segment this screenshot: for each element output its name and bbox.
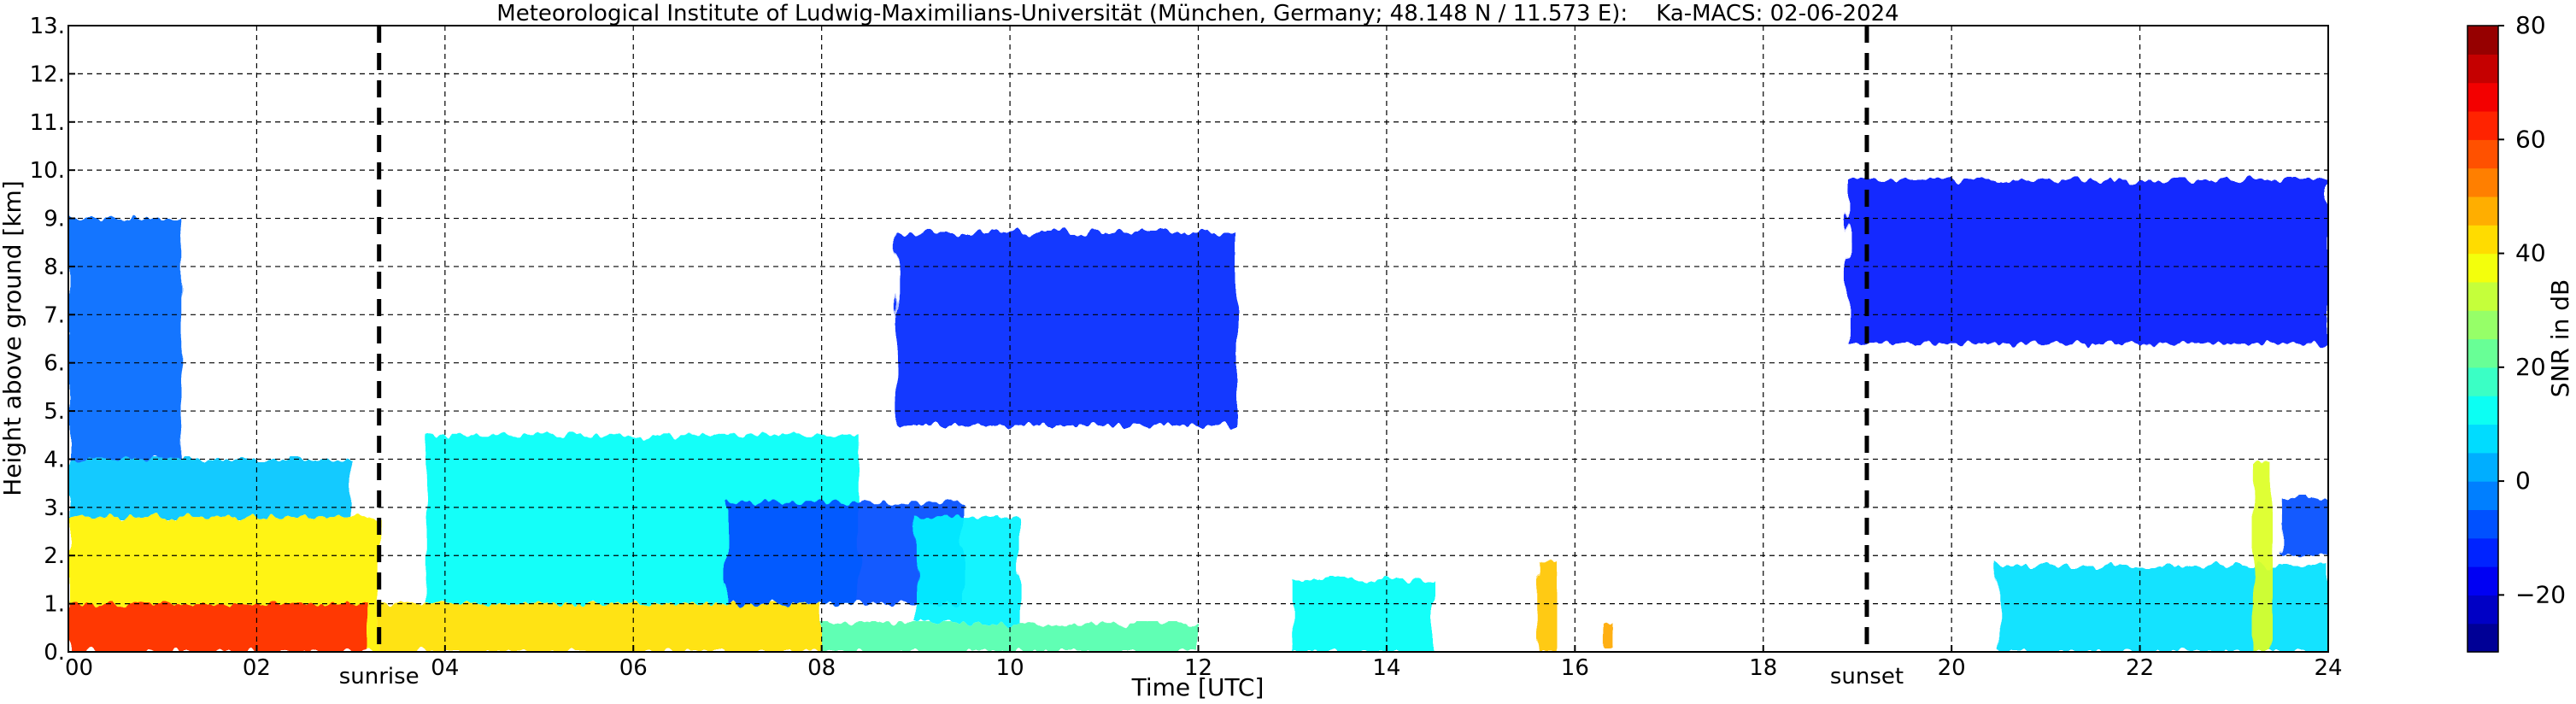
y-tick-label: 4. [44, 447, 65, 472]
echo-region-cirrus-midday [896, 232, 1236, 425]
echo-region-precip-shaft-1 [1537, 560, 1557, 652]
x-tick-label: 18 [1749, 655, 1777, 681]
x-tick-label: 12 [1184, 655, 1212, 681]
echo-region-precip-shaft-2 [2252, 464, 2272, 652]
colorbar-segment [2467, 82, 2498, 112]
colorbar-segment [2467, 452, 2498, 482]
colorbar-segment [2467, 481, 2498, 511]
y-tick-label: 6. [44, 351, 65, 377]
y-tick-label: 7. [44, 302, 65, 328]
colorbar-segment [2467, 509, 2498, 539]
x-tick-label: 08 [807, 655, 836, 681]
colorbar-segment [2467, 54, 2498, 84]
echo-region-boundary-layer-day [378, 603, 822, 652]
y-tick-label: 13. [30, 14, 65, 39]
y-axis-label: Height above ground [km] [0, 180, 26, 496]
echo-region-evening-low-echoes [1998, 565, 2328, 652]
echo-region-mid-cloud-late-morning [915, 517, 1020, 624]
x-tick-label: 16 [1561, 655, 1589, 681]
echo-region-cirrus-column-early [68, 218, 182, 460]
colorbar-segment [2467, 225, 2498, 255]
y-tick-label: 5. [44, 399, 65, 425]
grid-lines [68, 26, 2328, 652]
colorbar-segment [2467, 196, 2498, 226]
y-tick-label: 8. [44, 255, 65, 280]
y-tick-label: 10. [30, 158, 65, 184]
y-tick-label: 9. [44, 207, 65, 232]
echo-region-boundary-layer-core [68, 603, 370, 652]
colorbar-segment [2467, 396, 2498, 425]
y-tick-label: 12. [30, 62, 65, 87]
echo-region-cirrus-evening [1847, 179, 2328, 344]
x-tick-label: 14 [1372, 655, 1400, 681]
chart-title: Meteorological Institute of Ludwig-Maxim… [496, 1, 1898, 26]
echo-region-shallow-echo [1292, 579, 1435, 652]
colorbar-segment [2467, 367, 2498, 396]
echo-region-low-cloud-morning [68, 459, 351, 518]
x-axis-ticks: 00 02 04 06 08 10 12 14 16 18 20 22 24 [65, 645, 2343, 681]
x-tick-label: 20 [1938, 655, 1966, 681]
colorbar-segment [2467, 566, 2498, 595]
x-tick-label: 02 [243, 655, 271, 681]
colorbar-frame [2467, 25, 2499, 653]
marker-label-sunrise: sunrise [339, 664, 420, 689]
colorbar-segment [2467, 424, 2498, 454]
x-tick-label: 22 [2126, 655, 2154, 681]
colorbar-tick-label: 40 [2515, 239, 2546, 267]
y-tick-label: 1. [44, 592, 65, 618]
colorbar-segment [2467, 310, 2498, 340]
colorbar-segment [2467, 537, 2498, 567]
colorbar-segment [2467, 253, 2498, 283]
y-tick-label: 3. [44, 496, 65, 521]
colorbar-tick-label: 20 [2515, 353, 2546, 381]
x-tick-label: 10 [996, 655, 1024, 681]
x-tick-label: 06 [619, 655, 648, 681]
colorbar-segment [2467, 595, 2498, 625]
colorbar-tick-label: −20 [2515, 580, 2566, 608]
x-tick-label: 04 [431, 655, 459, 681]
y-axis-ticks: 0. 1. 2. 3. 4. 5. 6. 7. 8. 9. 10. 11. 12. 13. [30, 14, 75, 666]
colorbar-segment [2467, 139, 2498, 169]
colorbar-tick-label: 0 [2515, 466, 2531, 495]
colorbar-segment [2467, 623, 2498, 653]
echo-region-precip-speck [1603, 623, 1613, 648]
y-tick-label: 2. [44, 543, 65, 569]
x-tick-label: 00 [65, 655, 93, 681]
y-tick-label: 0. [44, 640, 65, 666]
colorbar-segment [2467, 26, 2498, 55]
colorbar-tick-label: 60 [2515, 125, 2546, 153]
x-axis-label: Time [UTC] [1131, 673, 1265, 701]
y-tick-label: 11. [30, 110, 65, 136]
colorbar-tick-label: 80 [2515, 11, 2546, 39]
echo-region-late-mid-cloud [2280, 497, 2328, 556]
colorbar-segment [2467, 167, 2498, 197]
colorbar-label: SNR in dB [2546, 279, 2574, 397]
colorbar-segment [2467, 110, 2498, 140]
sun-markers: sunrise sunset [339, 26, 1904, 689]
colorbar-segment [2467, 281, 2498, 311]
colorbar-segment [2467, 338, 2498, 368]
colorbar: −20 0 20 40 60 80 [2467, 11, 2566, 653]
marker-label-sunset: sunset [1830, 664, 1904, 689]
x-tick-label: 24 [2314, 655, 2342, 681]
